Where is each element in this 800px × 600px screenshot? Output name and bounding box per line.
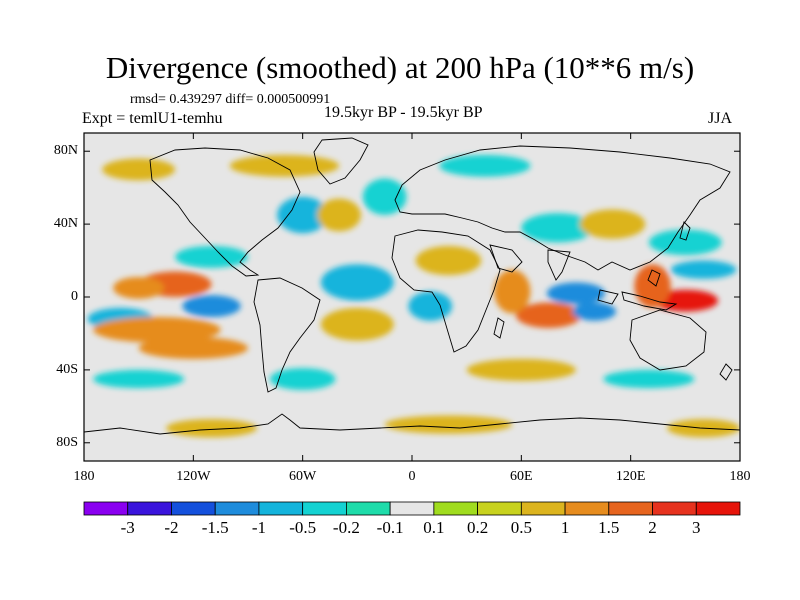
field-anomaly-13: [320, 264, 394, 301]
field-anomaly-14: [320, 307, 394, 341]
colorbar-label: 0.1: [423, 518, 445, 537]
colorbar-swatch: [433, 501, 479, 516]
colorbar-swatch: [302, 501, 347, 516]
period-label: 19.5kyr BP - 19.5kyr BP: [324, 104, 483, 121]
field-anomaly-10: [93, 317, 221, 343]
colorbar-label: -0.1: [376, 518, 404, 537]
experiment-label: Expt = temlU1-temhu: [82, 110, 223, 127]
colorbar-swatch: [214, 501, 260, 516]
colorbar-swatch: [520, 501, 566, 516]
field-anomaly-26: [102, 158, 176, 181]
lon-label: 120W: [176, 469, 211, 484]
colorbar-label: -2: [164, 518, 179, 537]
field-anomaly-29: [93, 369, 185, 389]
lat-label: 80S: [56, 434, 78, 450]
colorbar-label: 1.5: [598, 518, 620, 537]
map-title: Divergence (smoothed) at 200 hPa (10**6 …: [105, 50, 695, 85]
field-anomaly-25: [229, 154, 340, 177]
colorbar-swatch: [608, 501, 653, 516]
field-anomaly-21: [579, 209, 646, 239]
colorbar-swatch: [127, 501, 172, 516]
colorbar-label: -1: [251, 518, 266, 537]
colorbar-label: -3: [120, 518, 135, 537]
field-anomaly-16: [415, 245, 482, 276]
lon-label: 0: [408, 469, 416, 484]
field-anomaly-18: [277, 196, 329, 234]
lon-label: 120E: [615, 469, 646, 484]
stats-text: rmsd= 0.439297 diff= 0.000500991: [130, 92, 331, 107]
season-label: JJA: [708, 110, 733, 127]
coastlines: [84, 137, 740, 435]
lon-label: 180: [729, 469, 751, 484]
field-anomaly-22: [648, 229, 722, 256]
lat-label: 40N: [53, 216, 78, 232]
colorbar-swatch: [258, 501, 304, 516]
field-anomaly-23: [670, 260, 737, 279]
field-anomaly-2: [515, 302, 582, 328]
field-anomaly-19: [317, 198, 361, 232]
colorbar-label: -0.5: [289, 518, 317, 537]
field-anomaly-31: [384, 415, 513, 434]
field-anomaly-4: [546, 282, 606, 305]
colorbar-swatch: [652, 501, 697, 516]
colorbar-swatch: [389, 501, 435, 516]
colorbar-swatch: [171, 501, 216, 516]
colorbar-label: 0.5: [510, 518, 532, 537]
field-anomaly-28: [466, 358, 576, 381]
colorbar-swatch: [564, 501, 610, 516]
lon-label: 180: [73, 469, 95, 484]
colorbar-swatch: [345, 501, 391, 516]
lat-label: 0: [71, 289, 78, 304]
colorbar-label: 2: [648, 518, 657, 537]
field-anomaly-8: [182, 295, 241, 318]
field-anomaly-15: [408, 291, 453, 321]
colorbar-label: -1.5: [201, 518, 229, 537]
field-anomaly-27: [269, 368, 336, 390]
field-anomaly-20: [521, 213, 595, 243]
field-anomaly-7: [113, 276, 165, 299]
field-anomaly-12: [175, 245, 248, 268]
field-anomaly-30: [603, 369, 695, 389]
lat-label: 40S: [56, 361, 78, 377]
field-anomaly-5: [572, 302, 617, 321]
colorbar-label: 0.2: [466, 518, 489, 537]
colorbar-label: -0.2: [332, 518, 360, 537]
lat-label: 80N: [53, 143, 78, 159]
lon-label: 60W: [289, 469, 317, 484]
colorbar-swatch: [695, 501, 741, 516]
colorbar-swatch: [477, 501, 522, 516]
field-anomaly-24: [439, 154, 531, 177]
colorbar-label: 1: [560, 518, 570, 537]
colorbar-label: 3: [692, 518, 701, 537]
axis-ticks: [83, 133, 741, 461]
lon-label: 60E: [510, 469, 533, 484]
map-background: [84, 133, 740, 461]
field-anomaly-32: [166, 419, 258, 438]
colorbar: [83, 501, 741, 516]
colorbar-swatch: [83, 501, 129, 516]
field-anomaly-17: [362, 178, 407, 215]
field-anomaly-3: [494, 269, 531, 314]
field-anomaly-11: [138, 337, 248, 359]
